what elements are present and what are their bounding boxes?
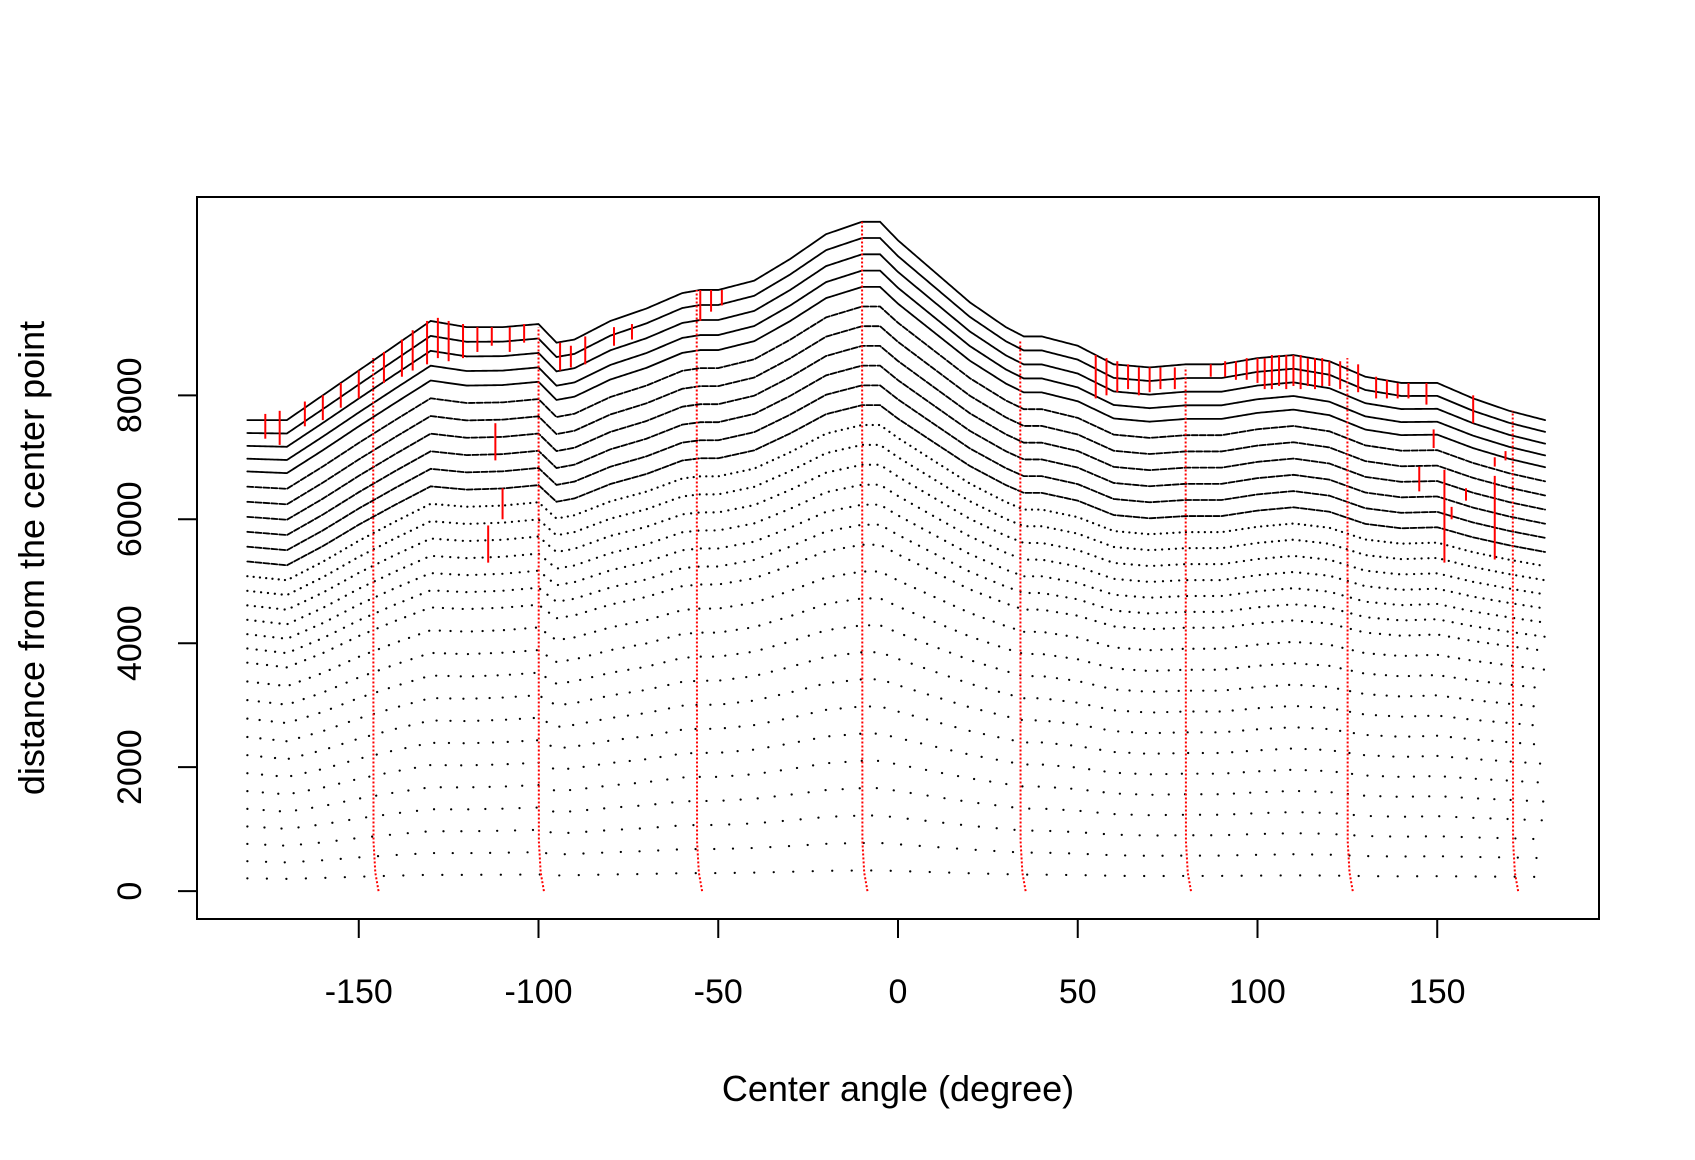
contour-layers [246, 220, 1547, 881]
layer-25 [246, 305, 1546, 490]
layer-7 [246, 705, 1547, 779]
x-tick-label: 150 [1409, 973, 1466, 1011]
red-segments [264, 289, 1507, 563]
layer-13 [246, 543, 1547, 669]
layer-3 [246, 814, 1547, 847]
radial-line-1 [372, 358, 380, 892]
layer-21 [246, 384, 1546, 552]
y-tick-label: 8000 [111, 357, 149, 433]
layer-17 [246, 463, 1547, 611]
radial-line-2 [537, 327, 545, 892]
layer-27 [246, 269, 1546, 461]
layer-5 [246, 759, 1547, 813]
x-tick-label: -150 [325, 973, 393, 1011]
layer-6 [246, 732, 1547, 796]
layer-8 [246, 678, 1547, 761]
layer-26 [246, 286, 1546, 475]
x-tick-label: 0 [889, 973, 908, 1011]
radial-lines [372, 221, 1520, 892]
x-tick-label: -50 [694, 973, 743, 1011]
plot-frame [196, 196, 1600, 920]
layer-22 [246, 364, 1546, 536]
layer-4 [246, 787, 1547, 830]
layer-11 [246, 597, 1547, 706]
y-axis: 0 2000 4000 6000 8000 [111, 357, 198, 901]
radial-line-5 [1019, 339, 1027, 892]
layer-29 [246, 237, 1546, 435]
y-tick-label: 6000 [111, 481, 149, 557]
radial-line-7 [1346, 358, 1354, 892]
layer-14 [246, 523, 1547, 655]
layer-15 [246, 503, 1547, 640]
radial-line-4 [861, 221, 869, 892]
x-tick-label: 100 [1229, 973, 1286, 1011]
layer-12 [246, 570, 1547, 688]
y-tick-label: 4000 [111, 605, 149, 681]
x-axis-title: Center angle (degree) [722, 1068, 1074, 1109]
radial-line-3 [695, 289, 704, 892]
radial-line-8 [1511, 410, 1520, 892]
layer-10 [246, 624, 1547, 725]
layer-9 [246, 651, 1547, 743]
x-tick-label: -100 [504, 973, 572, 1011]
y-axis-title: distance from the center point [11, 321, 52, 795]
layer-23 [246, 344, 1546, 521]
layer-24 [246, 325, 1546, 506]
radial-line-6 [1184, 367, 1192, 892]
layer-2 [246, 841, 1547, 864]
y-tick-label: 2000 [111, 729, 149, 805]
layer-20 [246, 404, 1546, 567]
x-axis: -150 -100 -50 0 50 100 150 [325, 918, 1466, 1011]
x-tick-label: 50 [1059, 973, 1097, 1011]
layer-18 [246, 443, 1547, 597]
y-tick-label: 0 [111, 882, 149, 901]
